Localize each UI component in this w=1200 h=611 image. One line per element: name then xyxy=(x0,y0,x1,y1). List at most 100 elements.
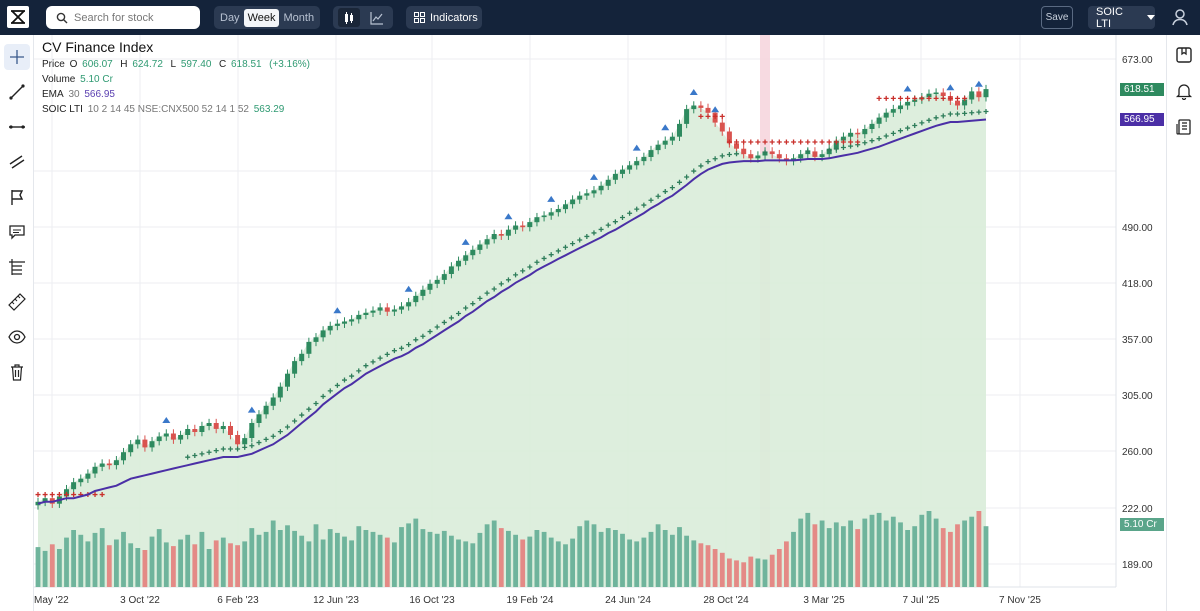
candlestick-chart-button[interactable] xyxy=(338,8,360,27)
horizontal-line-tool[interactable] xyxy=(4,114,30,140)
candle-body xyxy=(976,91,982,98)
support-marker xyxy=(919,120,925,126)
volume-bar xyxy=(384,537,390,587)
candle-body xyxy=(662,140,668,145)
volume-bar xyxy=(434,533,440,587)
support-marker xyxy=(313,400,319,406)
candle-body xyxy=(741,148,747,155)
volume-bar xyxy=(841,526,846,587)
resistance-marker xyxy=(741,139,747,145)
breakout-marker xyxy=(247,406,256,413)
candle-body xyxy=(677,123,682,137)
price-chart[interactable]: 673.00 490.00 418.00 357.00 305.00 260.00 222.… xyxy=(34,35,1166,611)
resistance-marker xyxy=(876,95,882,101)
support-marker xyxy=(292,418,298,424)
line-chart-button[interactable] xyxy=(366,8,388,27)
parallel-channel-tool[interactable] xyxy=(4,149,30,175)
candle-body xyxy=(698,105,704,108)
candle-body xyxy=(655,144,661,151)
indicators-button[interactable]: Indicators xyxy=(406,6,482,29)
support-marker xyxy=(555,248,561,254)
volume-bar xyxy=(719,552,725,587)
volume-bar xyxy=(285,525,290,588)
volume-bar xyxy=(327,529,333,587)
delete-tool[interactable] xyxy=(4,359,30,385)
timeframe-day[interactable]: Day xyxy=(220,11,240,24)
resistance-marker xyxy=(883,95,889,101)
volume-bar xyxy=(962,520,967,587)
candle-body xyxy=(755,155,761,159)
crosshair-tool[interactable] xyxy=(4,44,30,70)
resistance-marker xyxy=(919,95,925,101)
candle-body xyxy=(406,302,412,307)
x-tick-label: 3 Oct '22 xyxy=(120,595,160,606)
candle-body xyxy=(876,117,882,124)
candle-body xyxy=(955,100,960,106)
candle-body xyxy=(577,195,583,200)
app-logo[interactable] xyxy=(7,6,29,28)
volume-bar xyxy=(142,550,148,588)
search-box[interactable] xyxy=(46,6,200,29)
support-marker xyxy=(370,359,376,365)
support-marker xyxy=(377,355,383,361)
search-input[interactable] xyxy=(74,11,184,24)
chart-area[interactable]: 673.00 490.00 418.00 357.00 305.00 260.00 222.… xyxy=(34,35,1166,611)
volume-bar xyxy=(570,538,575,588)
support-marker xyxy=(527,264,533,270)
volume-bar xyxy=(292,530,297,587)
candle-body xyxy=(92,466,98,474)
volume-bar xyxy=(848,520,853,587)
resistance-marker xyxy=(798,139,804,145)
news-icon[interactable] xyxy=(1175,118,1193,136)
save-button[interactable]: Save xyxy=(1041,6,1073,29)
support-marker xyxy=(562,244,568,250)
support-marker xyxy=(826,147,832,153)
candle-body xyxy=(926,93,932,98)
resistance-marker xyxy=(748,139,754,145)
volume-bar xyxy=(534,530,540,587)
volume-bar xyxy=(577,526,583,587)
volume-bar xyxy=(392,542,397,587)
timeframe-month[interactable]: Month xyxy=(283,11,315,24)
bell-icon[interactable] xyxy=(1175,82,1193,100)
support-marker xyxy=(612,219,618,225)
user-icon[interactable] xyxy=(1170,7,1190,27)
ruler-tool[interactable] xyxy=(4,289,30,315)
volume-bar xyxy=(620,533,625,587)
candle-body xyxy=(833,140,839,149)
support-marker xyxy=(420,333,426,339)
candle-body xyxy=(491,234,497,240)
support-marker xyxy=(734,151,740,157)
candle-body xyxy=(441,274,447,280)
candle-body xyxy=(363,312,369,315)
volume-bar xyxy=(78,534,84,588)
candle-body xyxy=(263,405,269,415)
bookmark-icon[interactable] xyxy=(1175,46,1193,64)
volume-bar xyxy=(584,520,590,587)
candle-body xyxy=(106,463,112,466)
indicator-selector[interactable]: SOIC LTI xyxy=(1088,6,1155,30)
comment-tool[interactable] xyxy=(4,219,30,245)
x-tick-label: 7 Jul '25 xyxy=(903,595,940,606)
trend-line-tool[interactable] xyxy=(4,79,30,105)
candle-body xyxy=(869,123,875,129)
flag-tool[interactable] xyxy=(4,184,30,210)
support-marker xyxy=(477,295,483,301)
x-tick-label: May '22 xyxy=(34,595,69,606)
horizontal-line-icon xyxy=(9,125,25,129)
candle-body xyxy=(933,92,939,94)
candle-body xyxy=(513,225,519,230)
fib-tool[interactable] xyxy=(4,254,30,280)
timeframe-week[interactable]: Week xyxy=(243,8,280,27)
candle-body xyxy=(391,309,397,312)
candle-body xyxy=(591,190,597,194)
volume-bar xyxy=(335,532,340,587)
candle-body xyxy=(505,229,511,236)
visibility-tool[interactable] xyxy=(4,324,30,350)
candle-body xyxy=(128,444,134,453)
volume-bar xyxy=(812,524,818,587)
volume-bar xyxy=(826,528,832,587)
candle-body xyxy=(548,212,554,216)
support-marker xyxy=(306,406,312,412)
grid-icon xyxy=(414,12,425,23)
